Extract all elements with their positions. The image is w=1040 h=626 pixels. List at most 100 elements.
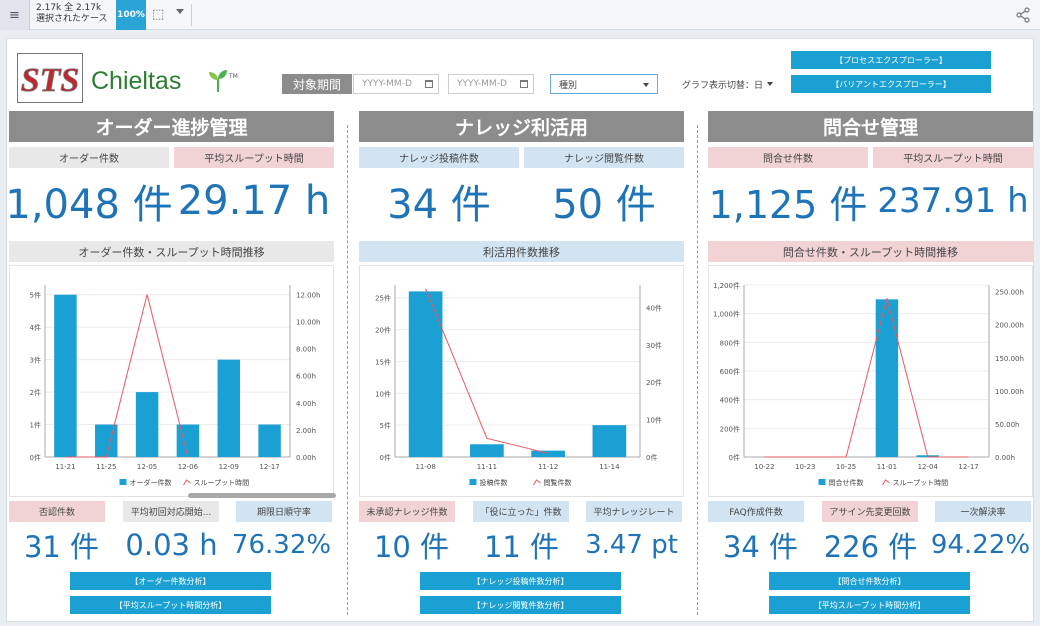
zoom-button[interactable]: 100% <box>116 0 146 30</box>
variant-explorer-button[interactable]: 【バリアントエクスプローラー】 <box>791 75 991 93</box>
toolbar-divider <box>191 4 192 26</box>
kpi-label: ナレッジ投稿件数 <box>359 147 519 168</box>
kpi-value: 34 件 <box>387 182 491 228</box>
kpi-label: 平均スループット時間 <box>174 147 334 168</box>
knowledge-view-analysis-button[interactable]: 【ナレッジ閲覧件数分析】 <box>420 596 621 614</box>
chart-title: 利活用件数推移 <box>359 241 684 262</box>
legend-line-swatch <box>882 479 890 486</box>
period-label: 対象期間 <box>282 74 352 94</box>
date-to-field[interactable]: YYYY-MM-D <box>448 74 534 94</box>
graph-toggle-value: グラフ表示切替：日 <box>682 80 764 91</box>
y2-tick-label: 150.00h <box>995 355 1024 363</box>
x-tick-label: 12-04 <box>918 463 939 471</box>
x-tick-label: 10-23 <box>795 463 815 471</box>
kpi-value: 76.32% <box>231 530 332 560</box>
graph-toggle-select[interactable]: グラフ表示切替：日 <box>674 74 781 94</box>
kpi-value: 50 件 <box>552 182 656 228</box>
chart-scrollbar[interactable] <box>188 493 336 498</box>
y-tick-label: 10件 <box>375 389 391 398</box>
series-line <box>65 294 189 458</box>
y-tick-label: 15件 <box>375 357 391 366</box>
inquiry-count-analysis-button[interactable]: 【問合せ件数分析】 <box>769 572 970 590</box>
case-count-label: 選択されたケース <box>36 14 108 24</box>
knowledge-post-analysis-button[interactable]: 【ナレッジ投稿件数分析】 <box>420 572 621 590</box>
bar <box>592 425 627 457</box>
bar <box>95 424 118 457</box>
y2-tick-label: 0.00h <box>296 454 316 462</box>
chart-title: 問合せ件数・スループット時間推移 <box>708 241 1033 262</box>
x-tick-label: 11-25 <box>96 463 116 471</box>
kpi-label: FAQ作成件数 <box>708 501 804 522</box>
y-tick-label: 600件 <box>720 367 740 376</box>
kpi-value: 1,125 件 <box>708 182 868 227</box>
legend-line-swatch <box>533 479 541 486</box>
section-title: 問合せ管理 <box>708 111 1033 142</box>
x-tick-label: 12-17 <box>259 463 279 471</box>
selection-icon[interactable]: ⬚ <box>152 7 165 22</box>
x-tick-label: 11-12 <box>538 463 558 471</box>
legend-label: オーダー件数 <box>130 478 172 487</box>
kpi-value: 1,048 件 <box>5 182 173 228</box>
case-count-total: 2.17k 全 2.17k <box>36 3 102 13</box>
kpi-value: 10 件 <box>373 530 450 564</box>
chart-panel <box>708 265 1033 497</box>
x-tick-label: 10-22 <box>754 463 774 471</box>
kpi-value: 11 件 <box>483 530 560 564</box>
dashboard-canvas: STS Chieltas TM 対象期間 YYYY-MM-D YYYY-MM-D… <box>5 38 1034 622</box>
kpi-value: 237.91 h <box>877 181 1029 221</box>
y2-tick-label: 4.00h <box>296 400 316 408</box>
kpi-value: 34 件 <box>722 530 799 564</box>
bar <box>135 392 159 457</box>
share-icon[interactable] <box>1014 6 1032 24</box>
category-select[interactable]: 種別 <box>550 74 658 94</box>
sts-logo-mark: STS <box>17 53 83 103</box>
y2-tick-label: 0件 <box>646 453 657 462</box>
kpi-value: 31 件 <box>23 530 100 564</box>
logo-trademark: TM <box>229 73 238 80</box>
order-throughput-analysis-button[interactable]: 【平均スループット時間分析】 <box>70 596 271 614</box>
section-divider <box>697 125 698 615</box>
kpi-value: 29.17 h <box>177 178 331 224</box>
inquiry-throughput-analysis-button[interactable]: 【平均スループット時間分析】 <box>769 596 970 614</box>
series-line <box>425 288 549 454</box>
legend-label: 投稿件数 <box>480 478 508 487</box>
calendar-icon[interactable] <box>425 80 433 88</box>
legend-label: 問合せ件数 <box>829 478 864 487</box>
date-from-field[interactable]: YYYY-MM-D <box>353 74 439 94</box>
order-count-analysis-button[interactable]: 【オーダー件数分析】 <box>70 572 271 590</box>
hamburger-icon[interactable]: ≡ <box>0 0 30 30</box>
x-tick-label: 11-21 <box>55 463 75 471</box>
chart-title: オーダー件数・スループット時間推移 <box>9 241 334 262</box>
kpi-label: 平均初回対応開始... <box>123 501 219 522</box>
process-explorer-button[interactable]: 【プロセスエクスプローラー】 <box>791 51 991 69</box>
bar <box>470 444 504 457</box>
case-count: 2.17k 全 2.17k 選択されたケース <box>36 3 108 25</box>
logo: STS Chieltas TM <box>17 53 238 107</box>
x-tick-label: 11-01 <box>877 463 897 471</box>
legend-label: スループット時間 <box>893 479 949 487</box>
bar <box>258 424 281 457</box>
kpi-label: 否認件数 <box>9 501 105 522</box>
legend-bar-swatch <box>818 479 826 485</box>
bar <box>875 299 899 457</box>
x-tick-label: 12-06 <box>178 463 199 471</box>
y-tick-label: 1,000件 <box>713 310 740 319</box>
category-select-value: 種別 <box>559 80 578 91</box>
logo-mark-text: STS <box>21 62 80 99</box>
y2-tick-label: 200.00h <box>995 322 1024 330</box>
chevron-down-icon[interactable] <box>176 9 184 14</box>
y2-tick-label: 50.00h <box>995 421 1019 429</box>
kpi-label: ナレッジ閲覧件数 <box>524 147 684 168</box>
x-tick-label: 12-09 <box>219 463 239 471</box>
x-tick-label: 12-17 <box>958 463 978 471</box>
section-title: オーダー進捗管理 <box>9 111 334 142</box>
y2-tick-label: 12.00h <box>296 291 320 299</box>
y-tick-label: 5件 <box>30 291 41 300</box>
kpi-label: 一次解決率 <box>935 501 1031 522</box>
y2-tick-label: 10件 <box>646 416 662 425</box>
y-tick-label: 0件 <box>729 453 740 462</box>
calendar-icon[interactable] <box>520 80 528 88</box>
y-tick-label: 1件 <box>30 421 41 430</box>
order-trend-chart: 0件 1件 2件 3件 4件 5件 0.00h 2.00h 4.00h 6.00h 8.00h 10.… <box>30 285 320 487</box>
y-tick-label: 1,200件 <box>713 281 740 290</box>
